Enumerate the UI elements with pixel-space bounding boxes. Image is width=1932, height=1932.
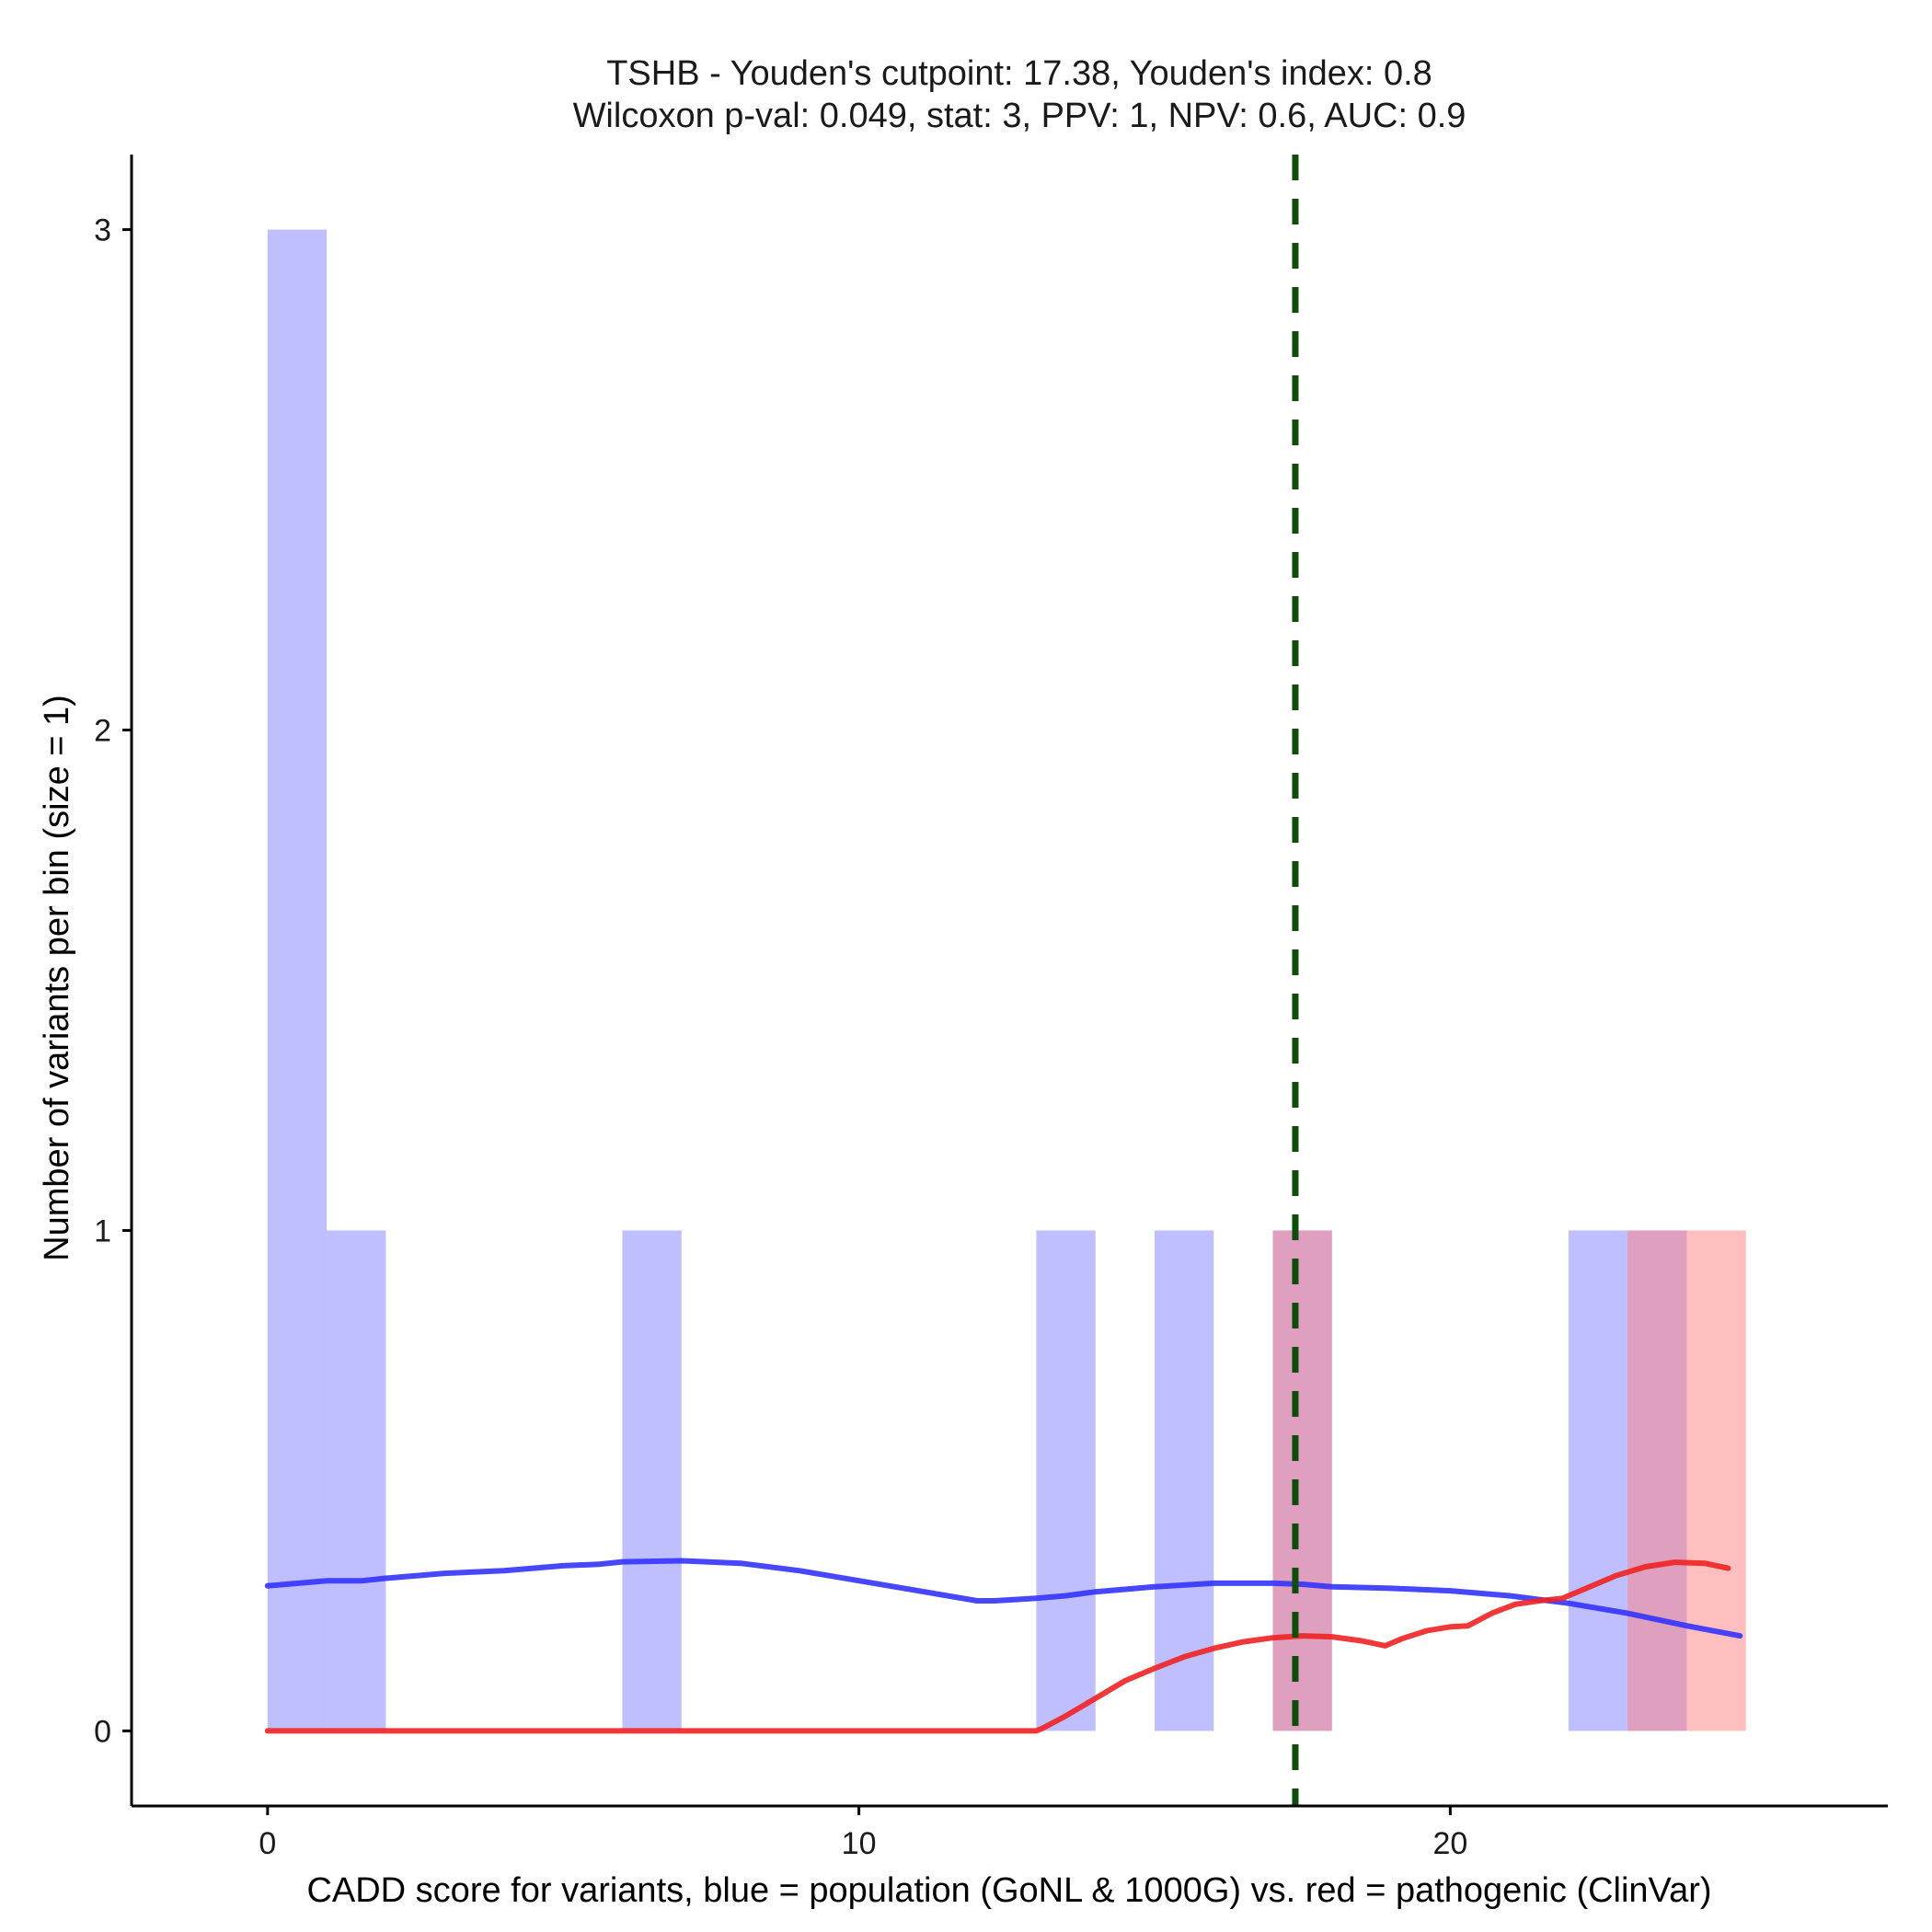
population-bar-4 — [1154, 1230, 1214, 1731]
x-tick-label-20: 20 — [1432, 1826, 1467, 1861]
chart-title: TSHB - Youden's cutpoint: 17.38, Youden'… — [573, 54, 1466, 135]
histogram-bars — [267, 229, 1746, 1731]
axes — [130, 155, 1888, 1808]
y-tick-label-1: 1 — [94, 1213, 111, 1248]
pathogenic-smooth-line — [264, 1559, 1731, 1734]
pathogenic-bar-2 — [1686, 1230, 1746, 1731]
population-bar-3 — [1036, 1230, 1096, 1731]
pathogenic-bar-1 — [1627, 1230, 1687, 1731]
x-ticks: 0 10 20 — [259, 1806, 1467, 1861]
x-tick-label-10: 10 — [842, 1826, 877, 1861]
y-tick-label-3: 3 — [94, 213, 111, 248]
pathogenic-bar-0 — [1272, 1230, 1332, 1731]
population-smooth-line — [264, 1558, 1743, 1639]
y-axis-label: Number of variants per bin (size = 1) — [38, 695, 76, 1261]
population-bar-0 — [267, 229, 328, 1731]
subtitle: Wilcoxon p-val: 0.049, stat: 3, PPV: 1, … — [573, 97, 1466, 135]
y-ticks: 0 1 2 3 — [94, 213, 132, 1749]
population-bar-2 — [622, 1230, 682, 1731]
smooth-lines — [264, 1558, 1743, 1734]
population-bar-6 — [1568, 1230, 1628, 1731]
y-tick-label-0: 0 — [94, 1714, 111, 1749]
population-bar-1 — [327, 1230, 386, 1731]
title: TSHB - Youden's cutpoint: 17.38, Youden'… — [606, 54, 1432, 93]
y-tick-label-2: 2 — [94, 714, 111, 749]
x-axis-label: CADD score for variants, blue = populati… — [306, 1871, 1711, 1910]
x-tick-label-0: 0 — [259, 1826, 276, 1861]
